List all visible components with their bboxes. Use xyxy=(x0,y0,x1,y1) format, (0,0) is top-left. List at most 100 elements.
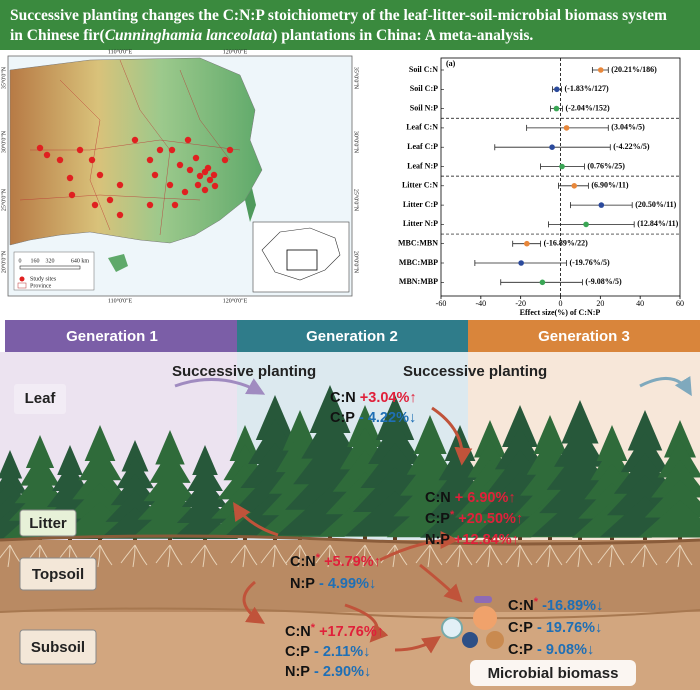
tree-layer xyxy=(620,431,670,473)
value-label: (3.04%/5) xyxy=(611,123,645,132)
trunk xyxy=(363,533,367,545)
lat-labels: 35°0'0"N 35°0'0"N 30°0'0"N 30°0'0"N 25°0'0"N… xyxy=(0,66,359,274)
tree-layer xyxy=(25,435,55,468)
map-legend xyxy=(13,251,95,291)
flow-arrows xyxy=(233,406,473,654)
tree-layer xyxy=(627,410,663,451)
point xyxy=(571,183,578,189)
tree-layer xyxy=(72,463,128,500)
study-site xyxy=(171,201,179,209)
generation-label: Generation 1 xyxy=(66,328,158,345)
tree-layer xyxy=(121,440,149,472)
y-tick-label: Leaf C:P xyxy=(407,142,438,151)
tree-layer xyxy=(502,405,538,447)
tree-layer xyxy=(309,385,351,433)
tree-layer xyxy=(137,485,203,520)
tree-layer xyxy=(66,482,134,519)
trunk xyxy=(133,533,137,545)
inset-china xyxy=(261,227,341,281)
root xyxy=(535,544,563,568)
layer-box xyxy=(19,509,77,537)
study-site xyxy=(206,176,214,184)
tree-layer xyxy=(149,448,191,483)
value-label: (6.90%/11) xyxy=(591,181,628,190)
root xyxy=(475,544,503,568)
point xyxy=(583,221,589,228)
x-tick-label: -40 xyxy=(475,299,486,308)
province-borders xyxy=(19,59,241,236)
change: +3.04%↑ xyxy=(360,390,417,406)
study-site xyxy=(91,201,99,209)
root xyxy=(260,544,288,568)
study-site xyxy=(168,146,176,154)
root xyxy=(665,544,693,568)
study-site xyxy=(192,154,200,162)
study-site xyxy=(196,172,204,180)
arrow-label: Successive planting xyxy=(172,363,316,380)
study-site xyxy=(116,181,124,189)
scale-bar xyxy=(19,265,81,270)
trunk xyxy=(168,533,172,545)
stat-line: C:P* +20.50%↑ xyxy=(425,509,523,527)
change: - 4.99%↓ xyxy=(319,576,376,592)
trunk xyxy=(243,533,247,545)
arrow-label: Successive planting xyxy=(403,363,547,380)
tree-layer xyxy=(406,435,454,475)
trunk xyxy=(428,533,432,545)
trunk xyxy=(458,533,462,545)
change: - 19.76%↓ xyxy=(537,620,602,636)
y-tick-label: Litter C:P xyxy=(403,200,438,209)
study-site xyxy=(76,146,84,154)
ratio: N:P xyxy=(285,664,310,680)
roots xyxy=(0,544,693,568)
generation-label: Generation 2 xyxy=(306,328,398,345)
trunk xyxy=(548,533,552,545)
stat-line: C:P - 9.08%↓ xyxy=(508,642,594,658)
tree-layer xyxy=(192,445,218,475)
ratio: N:P xyxy=(425,532,450,548)
change: +20.50%↑ xyxy=(458,511,523,527)
tree-layer xyxy=(474,420,506,458)
island-hainan xyxy=(108,254,128,272)
point xyxy=(559,163,565,170)
microbial-label: Microbial biomass xyxy=(488,665,619,682)
x-tick-label: 0 xyxy=(559,299,563,308)
change: -16.89%↓ xyxy=(542,598,603,614)
root xyxy=(630,544,658,568)
change: +12.84%↑ xyxy=(454,532,519,548)
generation-label: Generation 3 xyxy=(538,328,630,345)
lat-label: 30°0'0"N xyxy=(0,130,7,153)
microbes xyxy=(441,596,504,649)
root xyxy=(565,544,593,568)
value-label: (-9.08%/5) xyxy=(585,277,622,286)
study-site xyxy=(36,144,44,152)
layer-label: Subsoil xyxy=(31,639,85,656)
trunk xyxy=(578,533,582,545)
scale-label: 640 km xyxy=(71,258,90,264)
title-italic: Cunninghamia lanceolata xyxy=(105,27,273,44)
stat-line: C:N +3.04%↑ xyxy=(330,390,417,406)
point xyxy=(524,240,530,247)
root xyxy=(230,544,258,568)
tree-layer xyxy=(229,425,261,461)
trees xyxy=(0,385,700,545)
tree-layer xyxy=(494,427,546,470)
ratio: C:P xyxy=(330,410,355,426)
root xyxy=(597,544,625,568)
y-tick-label: Soil C:N xyxy=(409,65,438,74)
change: - 2.90%↓ xyxy=(314,664,371,680)
tree-layer xyxy=(613,453,677,494)
y-tick-label: MBC:MBP xyxy=(399,258,438,267)
x-axis-label: Effect size(%) of C:N:P xyxy=(520,308,601,317)
title-text: ) plantations in China: A meta-analysis. xyxy=(272,27,533,44)
panel-label: (a) xyxy=(446,59,456,68)
significance-mark: * xyxy=(534,596,539,608)
tree-layer xyxy=(143,466,197,502)
y-tick-label: Litter C:N xyxy=(402,181,438,190)
land xyxy=(9,57,263,246)
stat-line: C:P - 4.22%↓ xyxy=(330,410,416,426)
tree-layer xyxy=(664,420,696,458)
scale-label: 0 xyxy=(19,258,22,264)
tree-layer xyxy=(0,450,23,479)
